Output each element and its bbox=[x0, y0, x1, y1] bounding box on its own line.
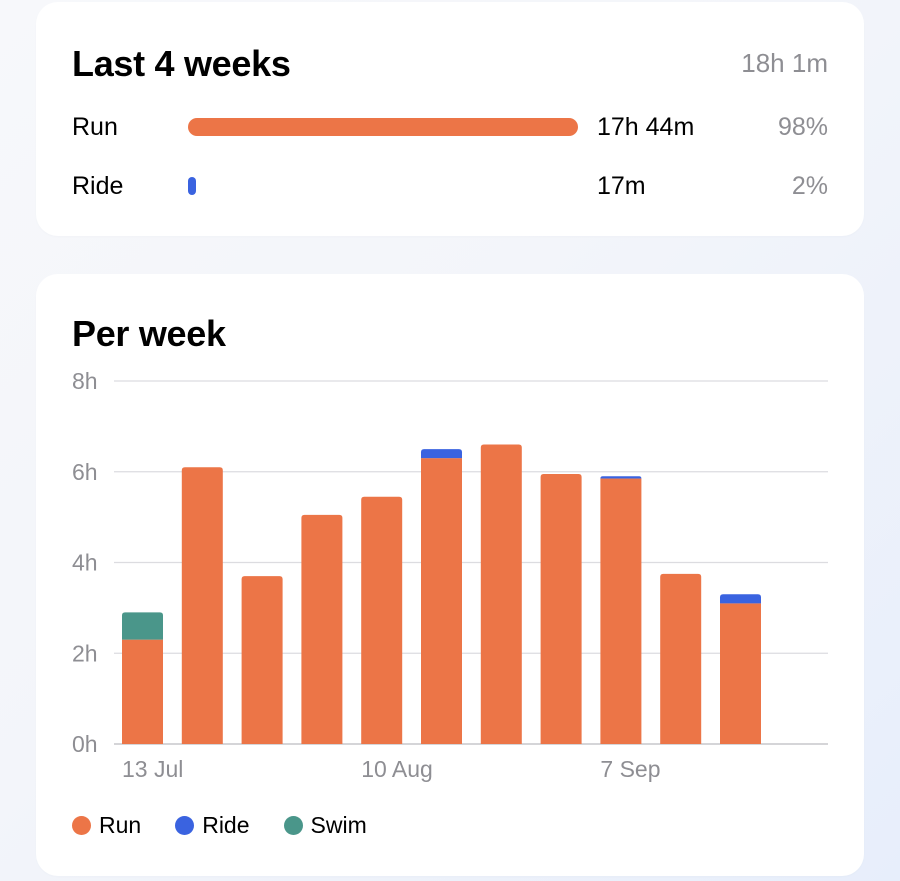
bar-segment-run bbox=[301, 514, 343, 744]
y-tick-label: 8h bbox=[72, 368, 98, 394]
per-week-title: Per week bbox=[72, 313, 226, 354]
bar-segment-run bbox=[361, 496, 403, 744]
last-4-weeks-card: Last 4 weeks 18h 1m Run 17h 44m 98% Ride… bbox=[36, 2, 864, 236]
legend-dot bbox=[283, 816, 303, 835]
bar-segment-run bbox=[660, 573, 702, 744]
summary-total-duration: 18h 1m bbox=[741, 48, 828, 78]
bar-segment-swim bbox=[122, 612, 163, 640]
legend-item-swim: Swim bbox=[283, 812, 367, 839]
summary-row-label: Ride bbox=[72, 172, 124, 200]
x-tick-label: 13 Jul bbox=[122, 756, 183, 782]
y-tick-label: 0h bbox=[72, 731, 98, 757]
bar-segment-ride bbox=[600, 476, 642, 479]
legend-item-ride: Ride bbox=[175, 812, 250, 839]
y-tick-label: 4h bbox=[72, 550, 98, 576]
bar-segment-run bbox=[540, 474, 582, 744]
bar-segment-ride bbox=[720, 594, 761, 604]
legend-dot bbox=[175, 816, 195, 835]
summary-row-label: Run bbox=[72, 113, 118, 141]
bar-segment-run bbox=[480, 444, 522, 744]
per-week-card: Per week 0h 2h 4h 6h 8h 13 Jul 10 Aug 7 Sep Run… bbox=[36, 274, 864, 876]
bar-segment-run bbox=[241, 576, 283, 744]
legend-label: Run bbox=[99, 812, 142, 838]
per-week-chart: 0h 2h 4h 6h 8h 13 Jul 10 Aug 7 Sep bbox=[72, 368, 828, 782]
bar-segment-run bbox=[720, 603, 761, 744]
y-tick-label: 6h bbox=[72, 459, 98, 485]
summary-row-bar bbox=[188, 177, 196, 195]
legend-item-run: Run bbox=[72, 812, 141, 839]
legend-dot bbox=[72, 816, 91, 835]
bar-segment-run bbox=[122, 639, 163, 744]
summary-row-duration: 17h 44m bbox=[597, 113, 695, 141]
bar-segment-run bbox=[421, 458, 462, 744]
y-tick-label: 2h bbox=[72, 640, 98, 666]
legend-label: Ride bbox=[202, 812, 250, 838]
summary-row-percent: 2% bbox=[791, 172, 828, 200]
summary-row-duration: 17m bbox=[597, 172, 646, 200]
summary-title: Last 4 weeks bbox=[72, 43, 291, 84]
x-tick-label: 7 Sep bbox=[600, 756, 660, 782]
bar-segment-run bbox=[181, 467, 223, 744]
summary-row-bar bbox=[188, 118, 578, 136]
bar-segment-run bbox=[600, 478, 642, 744]
x-tick-label: 10 Aug bbox=[361, 756, 433, 782]
legend-label: Swim bbox=[310, 812, 367, 838]
chart-legend: Run Ride Swim bbox=[72, 812, 401, 839]
summary-row-percent: 98% bbox=[777, 113, 828, 141]
bar-segment-ride bbox=[421, 449, 462, 459]
